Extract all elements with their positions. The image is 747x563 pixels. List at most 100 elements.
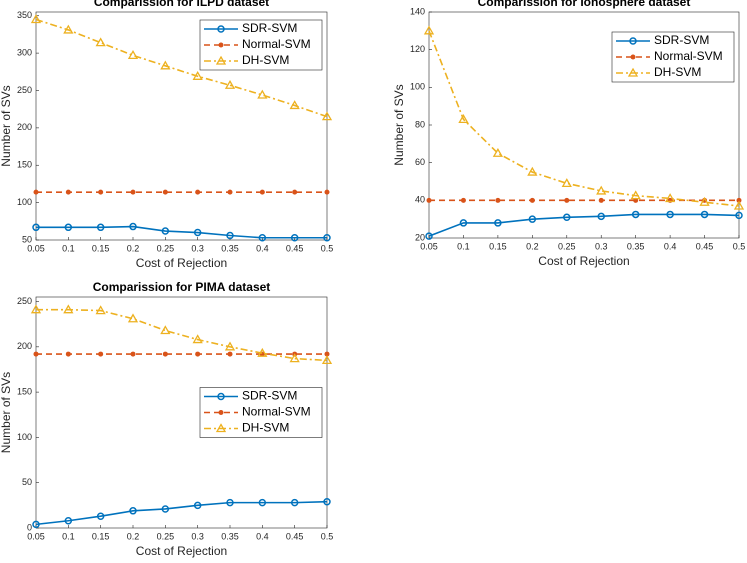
marker	[226, 231, 234, 240]
marker	[130, 351, 136, 357]
marker	[65, 351, 71, 357]
x-tick-label: 0.15	[92, 531, 110, 541]
x-tick-label: 0.25	[558, 241, 576, 251]
marker	[258, 234, 267, 242]
marker	[289, 100, 300, 110]
x-axis-label: Cost of Rejection	[538, 254, 629, 268]
marker	[96, 223, 105, 232]
y-tick-label: 50	[22, 234, 32, 244]
marker	[563, 213, 571, 222]
marker	[33, 351, 39, 357]
marker	[33, 189, 39, 195]
marker	[160, 60, 171, 70]
series-line	[36, 308, 328, 362]
marker	[95, 305, 106, 315]
x-tick-label: 0.45	[286, 243, 304, 253]
marker	[226, 498, 234, 507]
y-tick-label: 250	[17, 85, 32, 95]
marker	[323, 497, 331, 506]
x-tick-label: 0.3	[191, 243, 204, 253]
series-line	[428, 30, 740, 207]
marker	[64, 223, 73, 232]
marker	[290, 234, 299, 242]
y-axis-label: Number of SVs	[392, 84, 406, 165]
legend-marker	[215, 55, 227, 65]
legend-label: SDR-SVM	[654, 33, 709, 47]
marker	[224, 79, 236, 89]
y-tick-label: 80	[415, 119, 425, 129]
legend-label: DH-SVM	[242, 53, 289, 67]
marker	[561, 178, 572, 188]
x-axis-label: Cost of Rejection	[136, 256, 227, 270]
marker	[735, 211, 743, 220]
legend-label: DH-SVM	[654, 65, 701, 79]
x-tick-label: 0.35	[221, 531, 239, 541]
chart: Comparission for ILPD dataset Cost of Rej…	[0, 0, 333, 270]
legend-label: Normal-SVM	[242, 37, 311, 51]
y-tick-label: 100	[410, 82, 425, 92]
marker	[258, 498, 267, 507]
y-tick-label: 150	[17, 386, 32, 396]
marker	[257, 89, 268, 99]
x-tick-label: 0.5	[733, 241, 746, 251]
marker	[98, 351, 104, 357]
marker	[193, 228, 202, 237]
y-tick-label: 60	[415, 157, 425, 167]
x-tick-label: 0.3	[595, 241, 608, 251]
marker	[63, 24, 74, 34]
chart-title: Comparission for Ionosphere dataset	[478, 0, 691, 9]
legend-label: Normal-SVM	[242, 405, 311, 419]
y-tick-label: 200	[17, 122, 32, 132]
legend-label: SDR-SVM	[242, 389, 297, 403]
x-tick-label: 0.15	[489, 241, 507, 251]
x-tick-label: 0.2	[127, 531, 140, 541]
legend-marker	[215, 423, 227, 433]
marker	[192, 70, 203, 80]
x-tick-label: 0.15	[92, 243, 110, 253]
marker	[529, 197, 535, 203]
legend-label: Normal-SVM	[654, 49, 723, 63]
marker	[162, 351, 168, 357]
marker	[127, 50, 139, 60]
series-line	[35, 500, 328, 526]
marker	[733, 200, 745, 210]
marker	[259, 189, 265, 195]
y-tick-label: 50	[22, 477, 32, 487]
marker	[458, 114, 469, 123]
x-tick-label: 0.1	[62, 531, 75, 541]
marker	[323, 234, 331, 242]
marker	[460, 197, 466, 203]
marker	[32, 520, 40, 529]
marker	[64, 517, 73, 525]
x-tick-label: 0.25	[157, 243, 175, 253]
marker	[324, 351, 330, 357]
marker	[736, 197, 742, 203]
marker	[129, 222, 137, 231]
y-tick-label: 20	[415, 232, 425, 242]
marker	[95, 37, 106, 47]
chart-title: Comparission for ILPD dataset	[94, 0, 269, 9]
legend-marker	[627, 67, 639, 77]
marker	[161, 505, 170, 513]
x-tick-label: 0.5	[321, 531, 334, 541]
x-tick-label: 0.45	[286, 531, 304, 541]
x-tick-label: 0.35	[627, 241, 645, 251]
marker	[127, 313, 139, 323]
marker	[324, 189, 330, 195]
y-axis-label: Number of SVs	[0, 372, 13, 453]
marker	[492, 147, 504, 157]
x-tick-label: 0.2	[526, 241, 539, 251]
marker	[227, 351, 233, 357]
marker	[30, 304, 42, 314]
marker	[160, 325, 171, 335]
marker	[495, 197, 501, 203]
marker	[227, 189, 233, 195]
marker	[528, 215, 537, 223]
legend-label: SDR-SVM	[242, 21, 297, 35]
marker	[321, 111, 333, 121]
legend-label: DH-SVM	[242, 421, 289, 435]
x-tick-label: 0.2	[127, 243, 140, 253]
marker	[32, 223, 40, 232]
x-tick-label: 0.45	[696, 241, 714, 251]
